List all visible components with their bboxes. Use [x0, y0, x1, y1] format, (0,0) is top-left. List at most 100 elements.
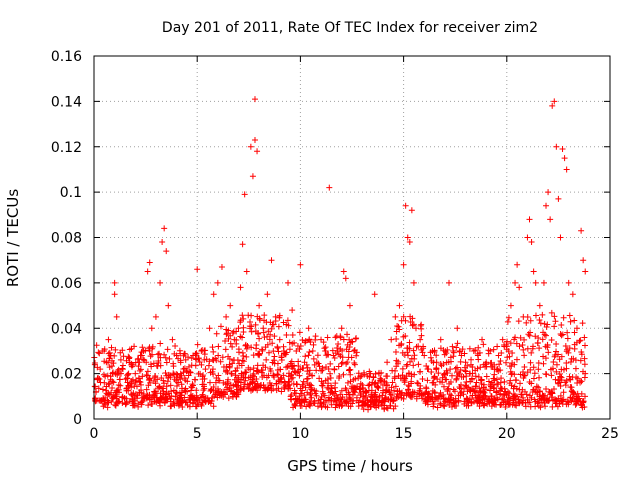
data-point: [476, 385, 483, 392]
data-point: [564, 329, 571, 336]
data-point: [472, 383, 479, 390]
grid-lines: [94, 56, 610, 419]
data-point: [123, 399, 130, 406]
data-point: [399, 372, 406, 379]
data-point: [413, 393, 420, 400]
data-point: [230, 357, 237, 364]
data-point: [570, 389, 577, 396]
data-point: [488, 393, 495, 400]
data-point: [147, 353, 154, 360]
data-point: [180, 366, 187, 373]
data-point: [491, 371, 498, 378]
data-point: [267, 367, 274, 374]
data-point: [264, 386, 271, 393]
data-point: [112, 402, 119, 409]
data-point: [197, 370, 204, 377]
data-point: [301, 359, 308, 366]
data-point: [301, 392, 308, 399]
data-point: [158, 374, 165, 381]
data-point: [298, 402, 305, 409]
data-point: [252, 321, 259, 328]
data-point: [563, 360, 570, 367]
data-point: [249, 372, 256, 379]
data-point: [308, 394, 315, 401]
data-point: [237, 284, 244, 291]
data-point: [255, 383, 262, 390]
data-point: [157, 340, 164, 347]
data-point: [165, 302, 172, 309]
data-point: [440, 402, 447, 409]
data-point: [425, 366, 432, 373]
data-point: [392, 403, 399, 410]
data-point: [174, 374, 181, 381]
data-point: [536, 345, 543, 352]
data-point: [183, 368, 190, 375]
data-point: [102, 387, 109, 394]
data-point: [182, 350, 189, 357]
data-point: [489, 399, 496, 406]
data-points: [91, 96, 589, 413]
data-point: [248, 328, 255, 335]
data-point: [513, 377, 520, 384]
y-tick-label: 0.14: [51, 94, 82, 110]
data-point: [556, 356, 563, 363]
data-point: [496, 361, 503, 368]
data-point: [490, 346, 497, 353]
data-point: [199, 393, 206, 400]
data-point: [540, 279, 547, 286]
data-point: [539, 336, 546, 343]
data-point: [225, 335, 232, 342]
data-point: [563, 365, 570, 372]
data-point: [464, 397, 471, 404]
data-point: [520, 375, 527, 382]
data-point: [102, 400, 109, 407]
data-point: [560, 366, 567, 373]
data-point: [357, 385, 364, 392]
data-point: [398, 317, 405, 324]
data-point: [557, 234, 564, 241]
data-point: [285, 279, 292, 286]
data-point: [340, 268, 347, 275]
data-point: [106, 349, 113, 356]
data-point: [215, 352, 222, 359]
data-point: [532, 403, 539, 410]
data-point: [308, 386, 315, 393]
data-point: [497, 385, 504, 392]
data-point: [315, 360, 322, 367]
data-point: [294, 342, 301, 349]
data-point: [446, 279, 453, 286]
data-point: [446, 402, 453, 409]
data-point: [170, 387, 177, 394]
data-point: [187, 392, 194, 399]
data-point: [213, 330, 220, 337]
data-point: [109, 385, 116, 392]
data-point: [483, 359, 490, 366]
data-point: [506, 390, 513, 397]
data-point: [156, 350, 163, 357]
data-point: [172, 343, 179, 350]
data-point: [103, 390, 110, 397]
data-point: [527, 317, 534, 324]
data-point: [382, 394, 389, 401]
data-point: [581, 404, 588, 411]
data-point: [384, 359, 391, 366]
data-point: [295, 358, 302, 365]
data-point: [479, 388, 486, 395]
data-point: [185, 372, 192, 379]
data-point: [359, 398, 366, 405]
data-point: [501, 378, 508, 385]
data-point: [302, 353, 309, 360]
data-point: [477, 377, 484, 384]
data-point: [298, 390, 305, 397]
data-point: [555, 351, 562, 358]
data-point: [475, 344, 482, 351]
data-point: [99, 386, 106, 393]
data-point: [478, 376, 485, 383]
axis-ticks: 0 5 10 15 20 25 0 0.02 0.04 0.06 0.08 0.1 0.12 0.14 0.…: [51, 49, 619, 442]
data-point: [413, 343, 420, 350]
data-point: [494, 343, 501, 350]
data-point: [517, 371, 524, 378]
data-point: [241, 191, 248, 198]
data-point: [551, 323, 558, 330]
data-point: [262, 344, 269, 351]
